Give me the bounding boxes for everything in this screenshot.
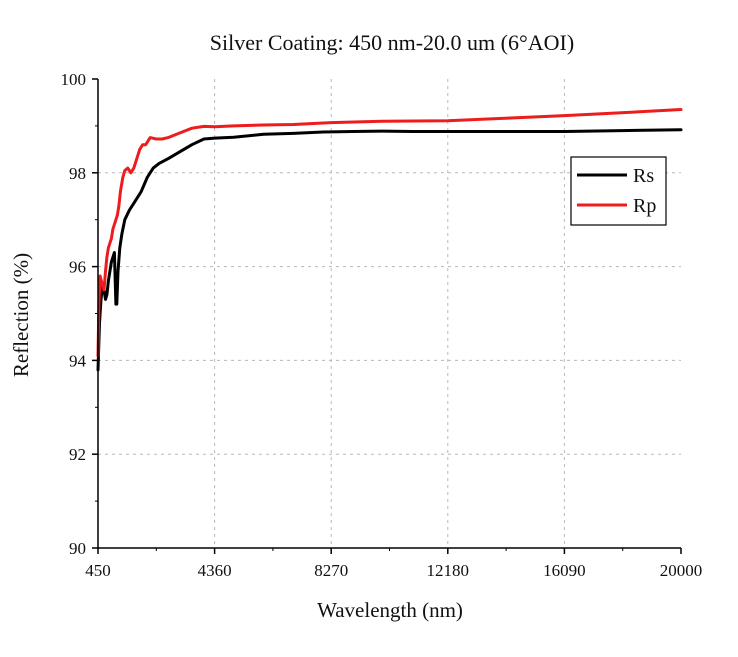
x-tick-label-5: 20000	[660, 561, 703, 580]
x-tick-label-2: 8270	[314, 561, 348, 580]
x-tick-label-4: 16090	[543, 561, 586, 580]
y-tick-label-4: 98	[69, 164, 86, 183]
series-lines	[96, 108, 683, 372]
legend-label-rp: Rp	[633, 195, 656, 217]
x-tick-label-3: 12180	[427, 561, 470, 580]
y-tick-label-5: 100	[61, 70, 87, 89]
y-tick-label-1: 92	[69, 445, 86, 464]
y-tick-label-2: 94	[69, 351, 87, 370]
legend-label-rs: Rs	[633, 165, 654, 187]
series-line-rp	[96, 108, 683, 358]
series-line-rs	[96, 128, 683, 372]
y-axis-label: Reflection (%)	[9, 253, 33, 377]
y-tick-label-0: 90	[69, 539, 86, 558]
legend: Rs Rp	[570, 156, 667, 226]
x-tick-label-0: 450	[85, 561, 111, 580]
legend-box	[570, 156, 667, 226]
y-tick-label-3: 96	[69, 258, 86, 277]
ticks-and-labels: 90 92 94 96 98 100 450 4360 8270 12180 16090 20000	[61, 70, 703, 580]
chart-title: Silver Coating: 450 nm-20.0 um (6°AOI)	[210, 30, 574, 55]
x-tick-label-1: 4360	[198, 561, 232, 580]
x-axis-label: Wavelength (nm)	[317, 598, 463, 622]
